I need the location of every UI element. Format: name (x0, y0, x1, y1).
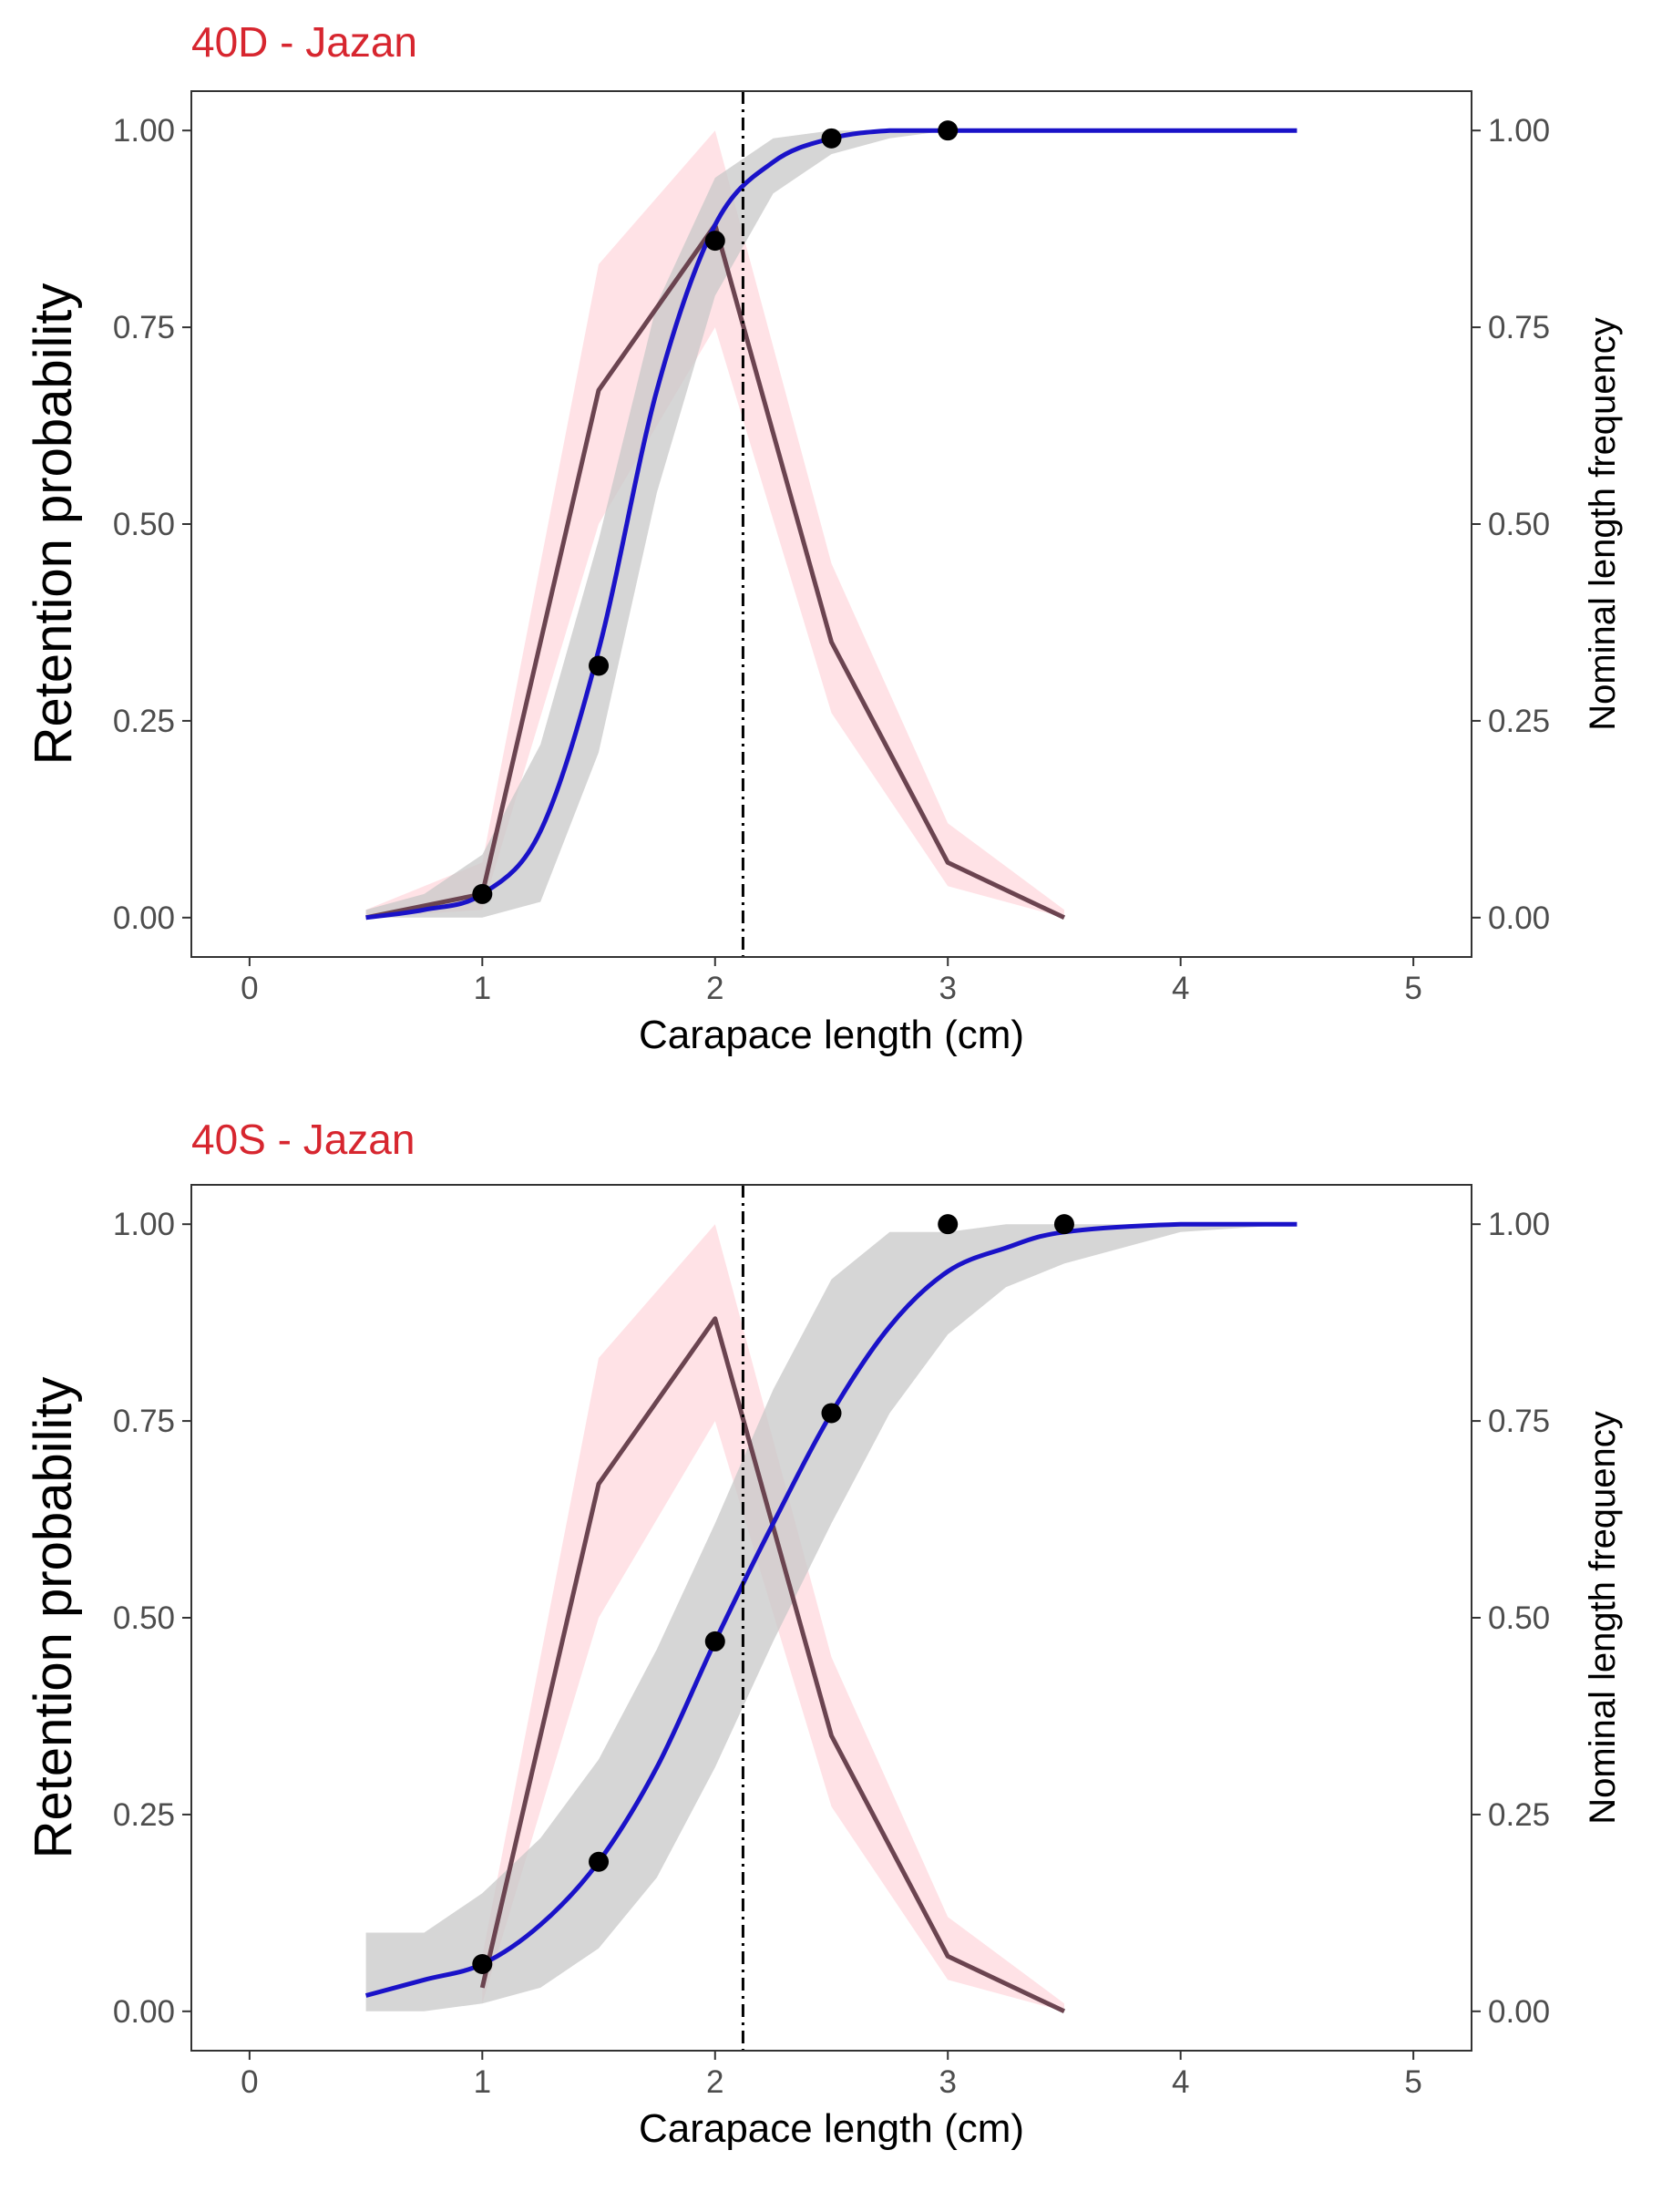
y2-tick-label: 1.00 (1488, 113, 1550, 149)
frequency-ci-band (365, 130, 1065, 918)
x-tick-label: 0 (241, 971, 258, 1006)
data-point (704, 231, 725, 252)
y-axis-title: Retention probability (24, 1377, 83, 1859)
x-tick-label: 2 (706, 2064, 723, 2100)
chart-panel-1: 40D - Jazan 0 1 2 3 4 5 0.00 0.25 0.50 0.75 1.00 0.0… (24, 18, 1623, 1057)
retention-curve (364, 1221, 1298, 1998)
y-tick-label: 1.00 (113, 113, 175, 149)
data-point (704, 1631, 725, 1651)
panel-title: 40D - Jazan (191, 18, 417, 66)
y2-tick-label: 0.00 (1488, 900, 1550, 936)
x-tick-label: 0 (241, 2064, 258, 2100)
data-point (589, 1851, 610, 1872)
x-axis-title: Carapace length (cm) (639, 1013, 1024, 1057)
y-tick-label: 0.75 (113, 310, 175, 345)
y2-tick-label: 0.50 (1488, 507, 1550, 542)
retention-ci-band (365, 1224, 1298, 2011)
data-point (1053, 1214, 1074, 1235)
panel-title: 40S - Jazan (191, 1116, 415, 1163)
y-tick-label: 0.00 (113, 900, 175, 936)
y2-tick-label: 0.50 (1488, 1600, 1550, 1636)
y-tick-label: 1.00 (113, 1207, 175, 1242)
y2-tick-label: 0.00 (1488, 1994, 1550, 2030)
data-point (589, 655, 610, 676)
y2-axis-title: Nominal length frequency (1583, 1411, 1623, 1825)
y2-tick-label: 0.75 (1488, 310, 1550, 345)
y-tick-label: 0.25 (113, 1797, 175, 1833)
y2-axis-title: Nominal length frequency (1583, 317, 1623, 731)
y-tick-label: 0.25 (113, 704, 175, 739)
y2-tick-label: 0.25 (1488, 1797, 1550, 1833)
retention-curve (365, 128, 1298, 921)
x-tick-label: 3 (939, 2064, 956, 2100)
y-tick-label: 0.50 (113, 507, 175, 542)
y-tick-label: 0.00 (113, 1994, 175, 2030)
frequency-ci-band (482, 1224, 1064, 2011)
y-axis-title: Retention probability (24, 283, 83, 766)
x-tick-label: 1 (474, 2064, 491, 2100)
data-point (472, 883, 493, 904)
chart-panel-2: 40S - Jazan 0 1 2 3 4 5 0.00 0.25 0.50 0.75 1.00 0.0… (24, 1116, 1623, 2151)
x-tick-label: 2 (706, 971, 723, 1006)
data-point (821, 128, 842, 149)
y2-tick-label: 0.25 (1488, 704, 1550, 739)
data-point (938, 1214, 959, 1235)
x-tick-label: 1 (474, 971, 491, 1006)
x-tick-label: 4 (1172, 971, 1189, 1006)
data-point (938, 120, 959, 141)
x-tick-label: 5 (1404, 2064, 1421, 2100)
data-point (472, 1954, 493, 1974)
x-tick-label: 5 (1404, 971, 1421, 1006)
data-point (821, 1403, 842, 1424)
x-tick-label: 4 (1172, 2064, 1189, 2100)
y2-tick-label: 0.75 (1488, 1404, 1550, 1439)
plot-area (191, 91, 1472, 957)
x-tick-label: 3 (939, 971, 956, 1006)
y2-tick-label: 1.00 (1488, 1207, 1550, 1242)
x-axis-title: Carapace length (cm) (639, 2106, 1024, 2151)
y-tick-label: 0.75 (113, 1404, 175, 1439)
y-tick-label: 0.50 (113, 1600, 175, 1636)
retention-ci-band (365, 130, 1298, 918)
